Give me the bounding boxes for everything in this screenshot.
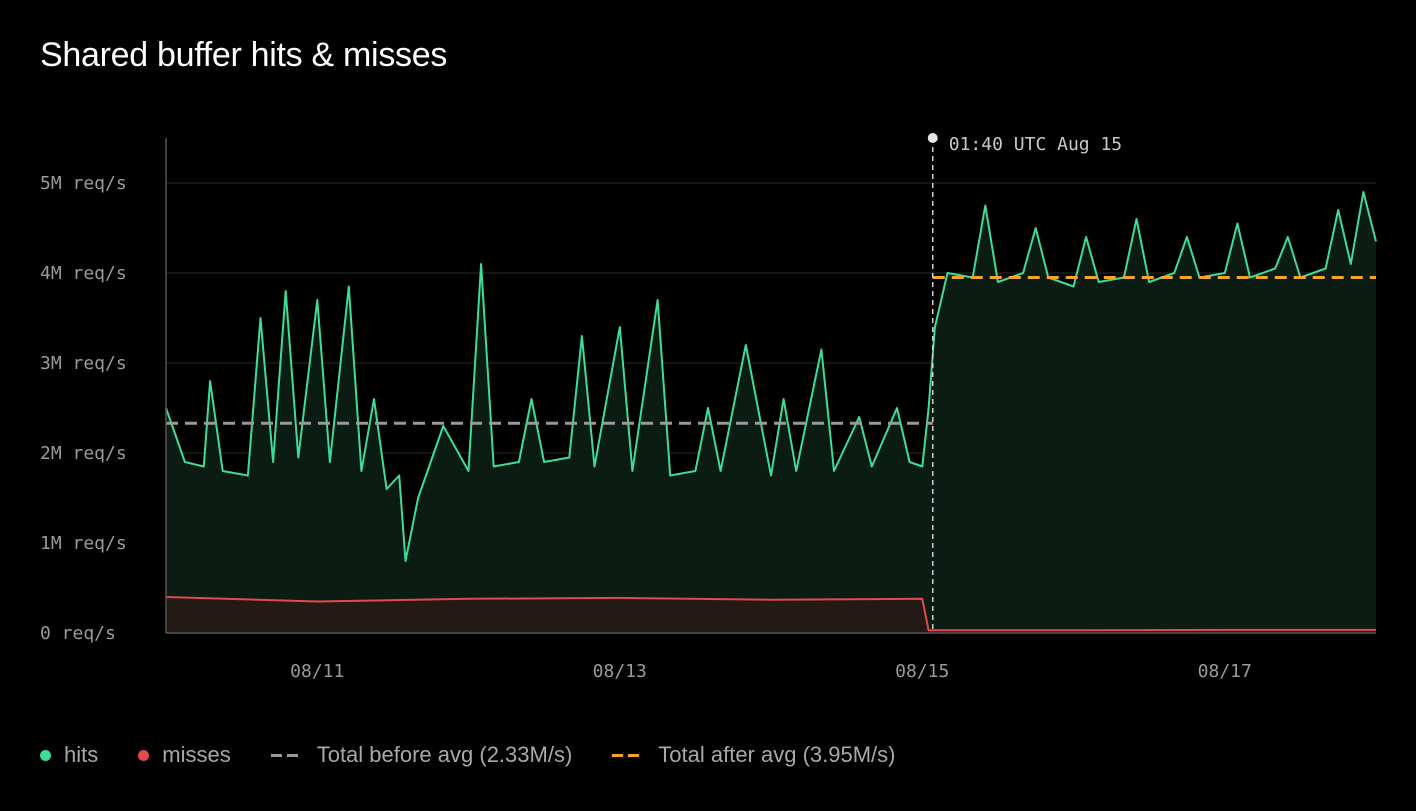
legend-label-total-after: Total after avg (3.95M/s) — [658, 742, 896, 767]
legend-label-hits: hits — [64, 742, 99, 767]
y-tick-label: 3M req/s — [40, 353, 127, 374]
y-tick-label: 2M req/s — [40, 443, 127, 464]
chart-legend: hits misses Total before avg (2.33M/s) T… — [40, 742, 936, 768]
legend-label-misses: misses — [162, 742, 231, 767]
x-tick-label: 08/17 — [1198, 661, 1252, 682]
chart-plot: 0 req/s 1M req/s 2M req/s 3M req/s 4M req/s 5… — [40, 133, 1377, 682]
series-area-misses — [166, 597, 1376, 633]
legend-swatch-misses — [138, 749, 150, 761]
y-tick-label: 1M req/s — [40, 533, 127, 554]
legend-swatch-total-before — [270, 753, 303, 757]
chart-title: Shared buffer hits & misses — [40, 36, 448, 74]
x-tick-label: 08/11 — [290, 661, 344, 682]
legend-item-hits[interactable]: hits — [40, 742, 98, 768]
y-tick-label: 0 req/s — [40, 623, 116, 644]
x-tick-label: 08/13 — [593, 661, 647, 682]
legend-item-total-after[interactable]: Total after avg (3.95M/s) — [612, 742, 896, 768]
y-tick-label: 4M req/s — [40, 263, 127, 284]
marker-label: 01:40 UTC Aug 15 — [949, 134, 1122, 155]
x-tick-label: 08/15 — [895, 661, 949, 682]
legend-swatch-total-after — [612, 753, 644, 757]
series-line-hits — [165, 191, 1377, 562]
y-tick-label: 5M req/s — [40, 173, 127, 194]
legend-swatch-hits — [40, 749, 51, 761]
series-area-hits — [166, 192, 1376, 633]
series-line-misses — [165, 596, 1376, 632]
legend-item-misses[interactable]: misses — [138, 742, 231, 768]
legend-label-total-before: Total before avg (2.33M/s) — [316, 742, 573, 767]
marker-dot — [927, 133, 938, 143]
legend-item-total-before[interactable]: Total before avg (2.33M/s) — [270, 742, 573, 768]
